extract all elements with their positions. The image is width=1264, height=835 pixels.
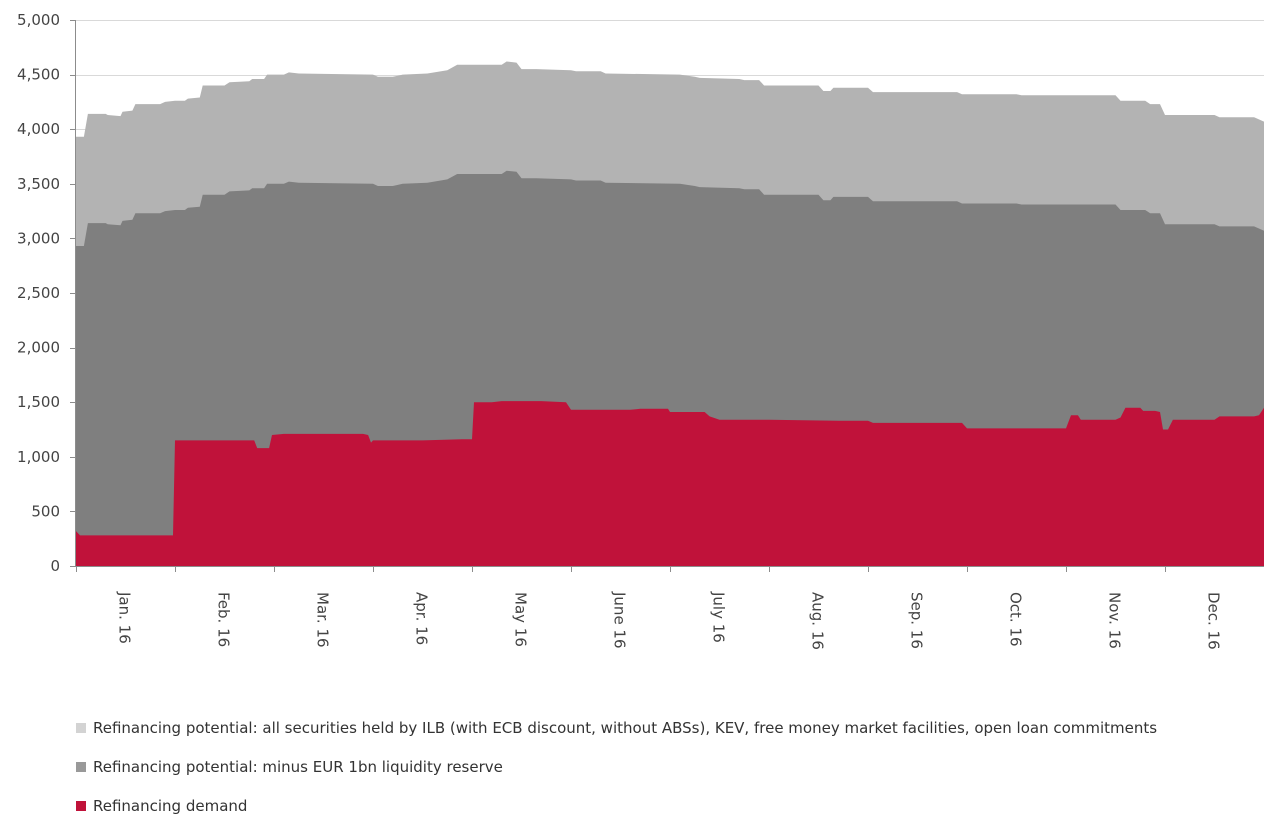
legend-label: Refinancing demand [93,797,248,815]
axes [70,20,1264,572]
y-tick-label: 0 [50,557,60,575]
legend-item-minus-liquidity-reserve: Refinancing potential: minus EUR 1bn liq… [76,757,1157,777]
x-tick-label: Sep. 16 [908,592,926,649]
x-tick-label: Oct. 16 [1007,592,1025,647]
x-tick-label: May 16 [512,592,530,647]
x-tick-label: Jan. 16 [116,591,134,644]
x-tick-label: June 16 [611,591,629,649]
y-tick-label: 2,000 [17,339,60,357]
chart-areas [76,61,1264,566]
legend-item-all-securities: Refinancing potential: all securities he… [76,718,1157,738]
y-tick-label: 1,500 [17,393,60,411]
y-tick-label: 2,500 [17,284,60,302]
y-tick-label: 3,000 [17,229,60,247]
legend-swatch-dark-grey [76,762,86,772]
y-tick-label: 500 [31,502,60,520]
y-tick-label: 3,500 [17,175,60,193]
y-tick-labels: 0 500 1,000 1,500 2,000 2,500 3,000 3,500 4,000 4… [17,11,60,575]
legend-label: Refinancing potential: all securities he… [93,719,1158,737]
x-tick-label: Aug. 16 [809,592,827,650]
x-tick-label: Nov. 16 [1106,592,1124,649]
y-tick-label: 5,000 [17,11,60,29]
legend-swatch-light-grey [76,723,86,733]
legend-label: Refinancing potential: minus EUR 1bn liq… [93,758,503,776]
legend: Refinancing potential: all securities he… [76,718,1157,835]
area-series-2 [76,401,1264,566]
area-chart: 0 500 1,000 1,500 2,000 2,500 3,000 3,500 4,000 4… [17,11,1264,650]
legend-item-refinancing-demand: Refinancing demand [76,796,1157,816]
x-tick-label: Dec. 16 [1205,592,1223,650]
x-tick-label: July 16 [710,591,728,643]
x-tick-labels: Jan. 16 Feb. 16 Mar. 16 Apr. 16 May 16 June 1… [116,591,1223,650]
x-tick-label: Feb. 16 [215,592,233,647]
y-tick-label: 4,500 [17,66,60,84]
y-tick-label: 4,000 [17,120,60,138]
legend-swatch-red [76,801,86,811]
x-tick-label: Apr. 16 [413,592,431,645]
x-tick-label: Mar. 16 [314,592,332,648]
y-tick-label: 1,000 [17,448,60,466]
